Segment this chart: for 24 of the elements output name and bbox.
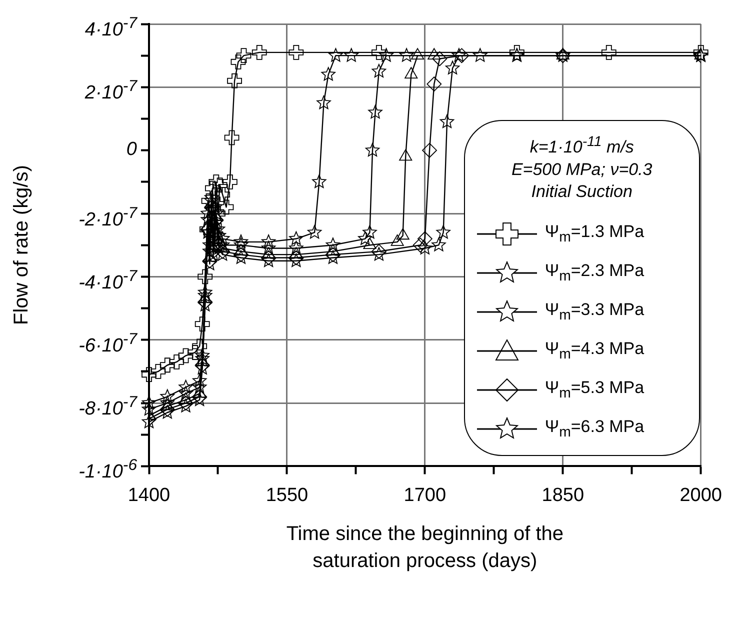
y-tick-label: 0	[126, 138, 137, 162]
x-tick-label: 1850	[542, 484, 584, 506]
legend-label: Ψ$_{m}$=4.3 MPa	[544, 339, 644, 363]
y-tick-label: -4·10$^{-7}$	[78, 266, 137, 295]
y-axis-title: Flow of rate (kg/s)	[10, 165, 34, 326]
y-tick-label: 2·10$^{-7}$	[84, 77, 137, 106]
legend-label: Ψ$_{m}$=3.3 MPa	[544, 300, 644, 324]
legend-label: Ψ$_{m}$=2.3 MPa	[544, 261, 644, 285]
y-tick-label: 4·10$^{-7}$	[84, 14, 137, 42]
x-tick-label: 1700	[404, 484, 446, 506]
y-tick-label: -8·10$^{-7}$	[78, 393, 137, 422]
y-tick-label: -6·10$^{-7}$	[78, 330, 137, 358]
legend-label: Ψ$_{m}$=6.3 MPa	[544, 417, 644, 441]
annotation: E=500 MPa; ν=0.3	[510, 158, 654, 181]
annotation: k=1·10$^{-11}$ m/s	[528, 133, 635, 159]
y-tick-label: -1·10$^{-6}$	[78, 456, 137, 485]
legend-label: Ψ$_{m}$=1.3 MPa	[544, 222, 644, 246]
legend-title: Initial Suction	[530, 180, 634, 203]
x-tick-label: 1550	[266, 484, 308, 506]
y-tick-label: -2·10$^{-7}$	[78, 204, 137, 232]
x-tick-label: 2000	[680, 484, 722, 506]
x-tick-label: 1400	[128, 484, 170, 506]
x-axis-title: Time since the beginning of the saturation process (days)	[285, 522, 565, 574]
legend-label: Ψ$_{m}$=5.3 MPa	[544, 378, 644, 402]
